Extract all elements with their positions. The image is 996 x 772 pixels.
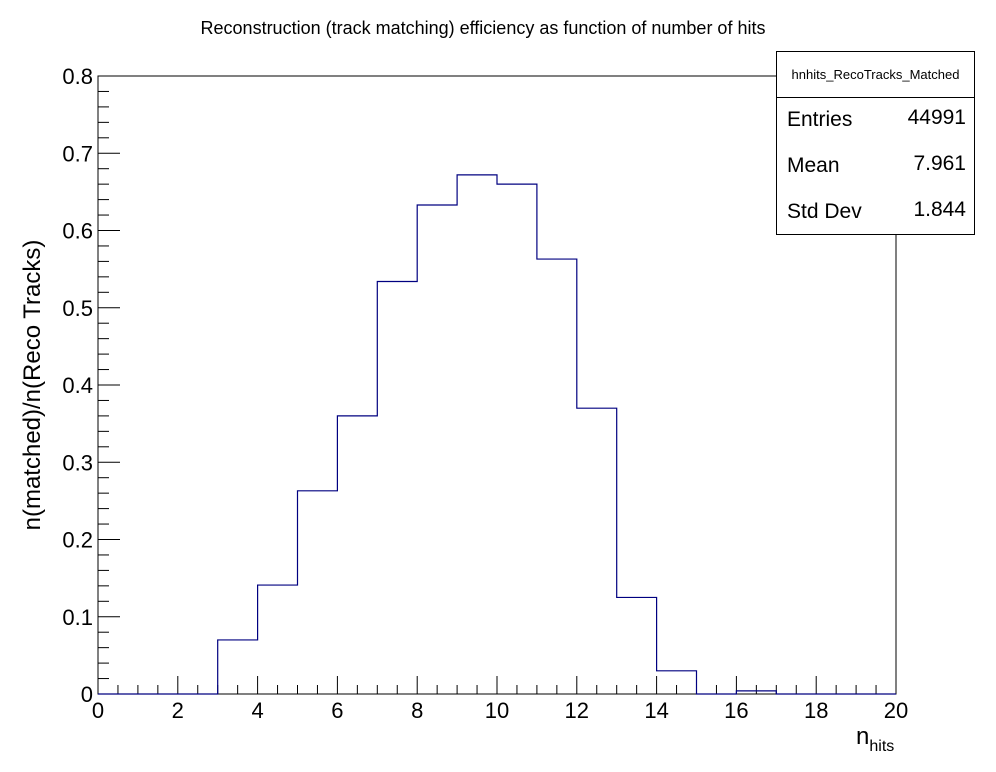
x-tick-label: 8: [411, 698, 423, 723]
x-tick-labels: 0 2 4 6 8 10 12 14 16 18 20: [92, 698, 908, 723]
stats-value: 44991: [907, 106, 966, 129]
stats-value: 7.961: [913, 152, 966, 175]
histogram-bin: [417, 205, 457, 694]
y-tick-label: 0.8: [62, 64, 93, 89]
stats-row-entries: Entries 44991: [777, 98, 974, 144]
stats-label: Entries: [787, 108, 853, 131]
x-tick-label: 16: [724, 698, 748, 723]
histogram-bin: [218, 640, 258, 694]
histogram-bin: [657, 671, 697, 694]
x-tick-label: 18: [804, 698, 828, 723]
y-tick-label: 0.2: [62, 528, 93, 553]
histogram-bin: [497, 184, 537, 694]
y-tick-label: 0.7: [62, 141, 93, 166]
x-tick-label: 0: [92, 698, 104, 723]
histogram-bin: [537, 259, 577, 694]
x-tick-label: 10: [485, 698, 509, 723]
chart-title: Reconstruction (track matching) efficien…: [201, 18, 766, 38]
stats-label: Std Dev: [787, 200, 862, 223]
histogram-bin: [577, 408, 617, 694]
x-tick-label: 20: [884, 698, 908, 723]
stats-label: Mean: [787, 154, 840, 177]
x-axis-label: nhits: [856, 723, 894, 755]
x-tick-label: 14: [644, 698, 668, 723]
y-tick-labels: 0 0.1 0.2 0.3 0.4 0.5 0.6 0.7 0.8: [62, 64, 93, 707]
stats-row-mean: Mean 7.961: [777, 144, 974, 190]
histogram-bin: [617, 597, 657, 694]
histogram-bin: [377, 281, 417, 694]
y-tick-label: 0.5: [62, 296, 93, 321]
histogram-bin: [258, 585, 298, 694]
y-tick-label: 0.6: [62, 219, 93, 244]
stats-row-stddev: Std Dev 1.844: [777, 190, 974, 236]
stats-box: hnhits_RecoTracks_Matched Entries 44991 …: [776, 51, 975, 235]
x-tick-label: 4: [251, 698, 263, 723]
y-axis-label: n(matched)/n(Reco Tracks): [19, 240, 46, 531]
x-tick-label: 6: [331, 698, 343, 723]
y-tick-label: 0.4: [62, 373, 93, 398]
y-tick-label: 0.3: [62, 450, 93, 475]
x-tick-label: 12: [565, 698, 589, 723]
x-tick-label: 2: [172, 698, 184, 723]
histogram-bin: [337, 416, 377, 694]
histogram-bin: [298, 491, 338, 694]
axis-ticks: [97, 75, 897, 695]
stats-title: hnhits_RecoTracks_Matched: [777, 52, 974, 98]
x-axis-label-main: n: [856, 723, 869, 750]
y-tick-label: 0: [81, 682, 93, 707]
x-axis-label-sub: hits: [869, 738, 894, 755]
histogram-bins: [218, 175, 777, 694]
y-tick-label: 0.1: [62, 605, 93, 630]
stats-value: 1.844: [913, 198, 966, 221]
histogram-line: [98, 174, 896, 695]
histogram-bin: [457, 175, 497, 694]
